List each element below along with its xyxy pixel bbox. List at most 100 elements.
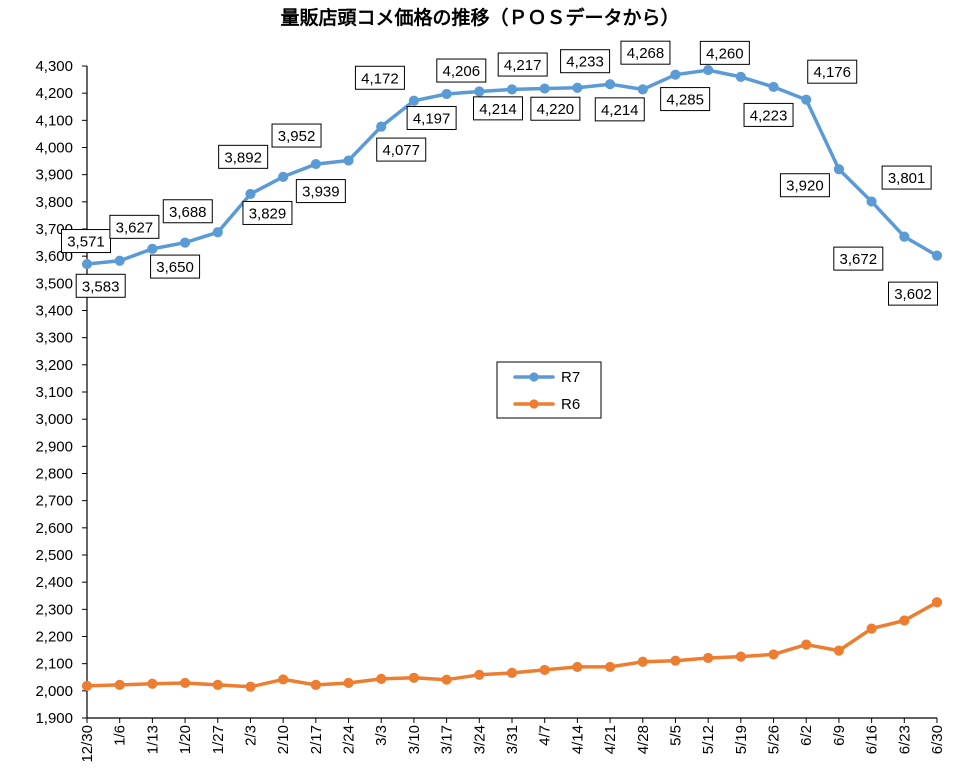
- r6-point: [931, 597, 943, 608]
- data-label-box: [560, 49, 611, 74]
- data-label-text: 3,920: [786, 178, 824, 195]
- data-label-text: 3,952: [278, 128, 316, 145]
- data-label-box: [779, 173, 830, 198]
- data-label-text: 4,206: [443, 63, 481, 80]
- y-tick-label: 3,500: [35, 275, 73, 292]
- r6-point: [506, 667, 518, 679]
- x-tick-label: 3/31: [504, 725, 521, 754]
- r7-data-label: 4,077: [376, 137, 427, 162]
- x-tick-label: 4/14: [569, 725, 586, 754]
- data-label-text: 4,260: [706, 45, 744, 62]
- y-tick-label: 2,400: [35, 574, 73, 591]
- data-label-box: [881, 165, 932, 190]
- data-label-box: [109, 214, 160, 239]
- r6-point: [899, 615, 910, 626]
- data-label-box: [75, 273, 126, 298]
- r6-point: [572, 661, 583, 673]
- y-tick-label: 2,600: [35, 520, 73, 537]
- x-tick-label: 12/30: [79, 725, 96, 763]
- r7-data-label: 4,220: [530, 96, 581, 121]
- r7-data-label: 3,627: [109, 214, 160, 239]
- data-labels: 3,571 3,583 3,627 3,650 3,688 3,829 3,892 3,939…: [61, 40, 938, 306]
- axes: 1,900 2,000 2,100 2,200 2,300 2,400 2,500 2,600…: [35, 58, 946, 763]
- x-tick-label: 3/24: [471, 725, 488, 754]
- data-label-box: [807, 59, 858, 84]
- r7-data-label: 4,260: [699, 40, 750, 65]
- r6-point: [670, 655, 681, 666]
- r7-point: [179, 237, 191, 248]
- data-label-text: 3,939: [302, 184, 340, 201]
- legend-item-r6: R6: [513, 396, 580, 413]
- data-label-box: [594, 97, 645, 122]
- r7-data-label: 4,176: [807, 59, 858, 84]
- legend-label: R7: [561, 369, 580, 386]
- legend-swatch-marker: [529, 399, 539, 409]
- r7-data-label: 3,571: [61, 229, 111, 254]
- data-label-text: 3,571: [67, 234, 105, 251]
- data-label-text: 4,268: [627, 45, 665, 62]
- r7-point: [539, 83, 550, 94]
- data-label-text: 4,233: [566, 54, 604, 71]
- y-tick-label: 2,900: [35, 438, 73, 455]
- r7-data-label: 4,217: [497, 52, 548, 77]
- data-label-text: 4,217: [504, 57, 542, 74]
- r7-data-label: 3,829: [242, 200, 293, 225]
- r7-point: [376, 121, 387, 132]
- x-tick-label: 5/5: [667, 725, 684, 746]
- x-tick-label: 1/6: [112, 725, 129, 746]
- y-tick-label: 3,000: [35, 411, 73, 428]
- r6-point: [408, 672, 420, 683]
- r7-data-label: 4,285: [660, 87, 711, 112]
- r7-point: [147, 243, 158, 254]
- y-tick-label: 2,800: [35, 466, 73, 483]
- r6-point: [81, 680, 93, 692]
- r7-point: [114, 255, 125, 266]
- r7-point: [801, 94, 812, 105]
- legend: R7 R6: [496, 361, 602, 419]
- y-tick-label: 3,100: [35, 384, 73, 401]
- x-tick-label: 6/30: [929, 725, 946, 754]
- r7-point: [637, 84, 648, 95]
- y-tick-label: 2,200: [35, 629, 73, 646]
- r7-point: [474, 86, 485, 97]
- data-label-box: [271, 123, 322, 148]
- data-label-box: [242, 200, 293, 225]
- r7-point: [408, 95, 420, 106]
- data-label-text: 3,583: [82, 278, 120, 295]
- r7-data-label: 4,223: [743, 102, 794, 127]
- r6-point: [114, 679, 125, 690]
- x-tick-label: 2/24: [341, 725, 358, 754]
- data-label-box: [743, 102, 794, 127]
- r6-point: [245, 681, 256, 692]
- x-tick-label: 4/28: [635, 725, 652, 754]
- r7-point: [572, 82, 583, 93]
- legend-swatch-marker: [529, 372, 539, 382]
- data-label-box: [660, 87, 711, 112]
- y-tick-label: 3,800: [35, 194, 73, 211]
- data-label-box: [376, 137, 427, 162]
- r7-data-label: 3,920: [779, 173, 830, 198]
- r7-point: [866, 196, 877, 207]
- data-label-box: [354, 65, 405, 90]
- data-label-text: 4,285: [666, 92, 704, 109]
- x-tick-label: 4/7: [537, 725, 554, 746]
- y-tick-label: 2,100: [35, 656, 73, 673]
- data-label-text: 4,176: [813, 64, 851, 81]
- r7-data-label: 4,233: [560, 49, 611, 74]
- r6-point: [376, 673, 387, 684]
- data-label-text: 4,223: [750, 107, 788, 124]
- r7-data-label: 4,268: [620, 40, 671, 65]
- data-label-text: 3,650: [156, 259, 194, 276]
- y-tick-label: 4,000: [35, 140, 73, 157]
- r7-point: [441, 88, 452, 100]
- data-label-box: [61, 229, 111, 254]
- data-label-text: 4,197: [413, 110, 451, 127]
- r7-point: [310, 158, 321, 170]
- data-label-box: [888, 281, 938, 306]
- x-tick-label: 3/17: [439, 725, 456, 754]
- r7-point: [245, 188, 256, 200]
- chart-title: 量販店頭コメ価格の推移（ＰＯＳデータから）: [280, 6, 679, 29]
- r7-point: [604, 79, 616, 90]
